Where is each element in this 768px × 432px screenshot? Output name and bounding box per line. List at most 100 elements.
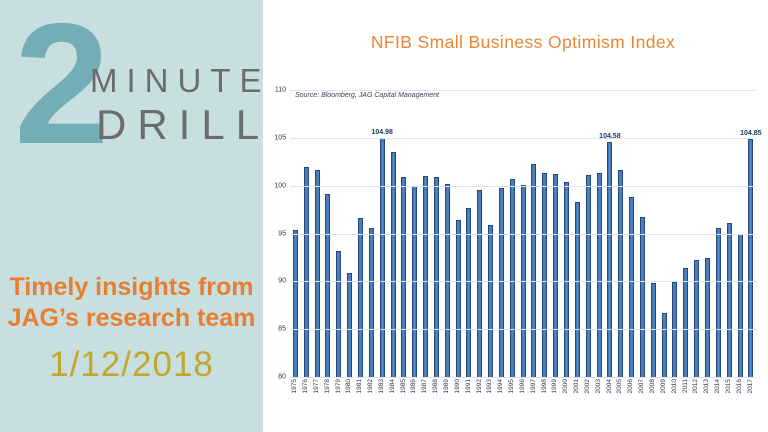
bar-slot-2000 bbox=[561, 90, 572, 377]
bar-2002 bbox=[585, 175, 591, 377]
x-tick-label-1995: 1995 bbox=[508, 379, 516, 394]
bar-1983 bbox=[379, 138, 385, 377]
bar-2003 bbox=[596, 173, 602, 377]
bar-slot-2013 bbox=[702, 90, 713, 377]
x-label-cell-2013: 2013 bbox=[702, 379, 713, 407]
x-label-cell-1988: 1988 bbox=[431, 379, 442, 407]
x-label-cell-2003: 2003 bbox=[594, 379, 605, 407]
x-label-cell-2000: 2000 bbox=[561, 379, 572, 407]
tagline-line-2: JAG’s research team bbox=[7, 304, 256, 332]
bar-1996 bbox=[520, 184, 526, 377]
bar-slot-2003 bbox=[594, 90, 605, 377]
x-tick-label-1976: 1976 bbox=[302, 379, 310, 394]
gridline-110 bbox=[290, 90, 756, 91]
x-label-cell-1995: 1995 bbox=[507, 379, 518, 407]
x-tick-label-1982: 1982 bbox=[367, 379, 375, 394]
x-label-cell-1980: 1980 bbox=[344, 379, 355, 407]
bar-slot-1997 bbox=[529, 90, 540, 377]
bar-slot-1976 bbox=[301, 90, 312, 377]
x-tick-label-1981: 1981 bbox=[356, 379, 364, 394]
x-tick-label-2015: 2015 bbox=[724, 379, 732, 394]
x-tick-label-2012: 2012 bbox=[692, 379, 700, 394]
bar-slot-1998 bbox=[539, 90, 550, 377]
x-tick-label-2013: 2013 bbox=[703, 379, 711, 394]
x-tick-label-2010: 2010 bbox=[670, 379, 678, 394]
bar-1980 bbox=[347, 272, 353, 377]
gridline-100 bbox=[290, 185, 756, 187]
bar-1987 bbox=[423, 176, 429, 377]
x-label-cell-2001: 2001 bbox=[572, 379, 583, 407]
bar-slot-1996 bbox=[518, 90, 529, 377]
gridline-80 bbox=[290, 377, 756, 378]
bar-slot-2011 bbox=[680, 90, 691, 377]
x-tick-label-1975: 1975 bbox=[291, 379, 299, 394]
bar-2011 bbox=[683, 267, 689, 377]
x-tick-label-1983: 1983 bbox=[377, 379, 385, 394]
bar-1997 bbox=[531, 163, 537, 377]
x-tick-label-1986: 1986 bbox=[410, 379, 418, 394]
x-tick-label-2017: 2017 bbox=[746, 379, 754, 394]
bar-slot-2014 bbox=[713, 90, 724, 377]
y-tick-label-100: 100 bbox=[274, 182, 286, 190]
bar-1995 bbox=[509, 178, 515, 377]
bar-2015 bbox=[726, 222, 732, 377]
x-tick-label-1991: 1991 bbox=[464, 379, 472, 394]
bar-1977 bbox=[314, 170, 320, 377]
x-label-cell-2017: 2017 bbox=[745, 379, 756, 407]
bar-2006 bbox=[629, 197, 635, 377]
x-label-cell-2014: 2014 bbox=[713, 379, 724, 407]
x-tick-label-1999: 1999 bbox=[551, 379, 559, 394]
x-tick-label-1987: 1987 bbox=[421, 379, 429, 394]
y-tick-label-85: 85 bbox=[278, 325, 286, 333]
x-tick-label-2006: 2006 bbox=[627, 379, 635, 394]
bar-2005 bbox=[618, 170, 624, 377]
x-tick-label-2004: 2004 bbox=[605, 379, 613, 394]
bar-slot-1995 bbox=[507, 90, 518, 377]
bar-slot-1990 bbox=[453, 90, 464, 377]
x-tick-label-2016: 2016 bbox=[735, 379, 743, 394]
bar-slot-2004: 104.58 bbox=[599, 90, 621, 377]
x-tick-label-1992: 1992 bbox=[475, 379, 483, 394]
bar-slot-1992 bbox=[474, 90, 485, 377]
x-label-cell-1991: 1991 bbox=[464, 379, 475, 407]
x-tick-label-2007: 2007 bbox=[638, 379, 646, 394]
gridline-90 bbox=[290, 281, 756, 283]
x-tick-label-1989: 1989 bbox=[442, 379, 450, 394]
x-tick-label-2005: 2005 bbox=[616, 379, 624, 394]
x-tick-label-1997: 1997 bbox=[529, 379, 537, 394]
bar-slot-2001 bbox=[572, 90, 583, 377]
x-tick-label-2000: 2000 bbox=[562, 379, 570, 394]
x-tick-label-1979: 1979 bbox=[334, 379, 342, 394]
x-tick-label-2002: 2002 bbox=[583, 379, 591, 394]
bar-1975 bbox=[292, 229, 298, 377]
bar-slot-1993 bbox=[485, 90, 496, 377]
gridline-105 bbox=[290, 137, 756, 139]
x-label-cell-1999: 1999 bbox=[550, 379, 561, 407]
bar-slot-1981 bbox=[355, 90, 366, 377]
bar-2016 bbox=[737, 233, 743, 377]
bar-2013 bbox=[704, 258, 710, 377]
bar-1988 bbox=[433, 177, 439, 377]
bar-slot-1975 bbox=[290, 90, 301, 377]
bar-1989 bbox=[444, 183, 450, 377]
bar-slot-2017: 104.85 bbox=[740, 90, 762, 377]
bar-value-label-2004: 104.58 bbox=[599, 132, 621, 140]
bar-1990 bbox=[455, 220, 461, 377]
x-label-cell-2011: 2011 bbox=[680, 379, 691, 407]
gridline-95 bbox=[290, 233, 756, 235]
x-tick-label-1978: 1978 bbox=[323, 379, 331, 394]
bar-value-label-1983: 104.98 bbox=[371, 129, 393, 137]
x-tick-label-1993: 1993 bbox=[486, 379, 494, 394]
x-label-cell-2008: 2008 bbox=[648, 379, 659, 407]
bar-1991 bbox=[466, 207, 472, 377]
bar-slot-1985 bbox=[398, 90, 409, 377]
bar-2017 bbox=[748, 139, 754, 377]
bar-slot-2015 bbox=[724, 90, 735, 377]
y-tick-label-80: 80 bbox=[278, 373, 286, 381]
x-label-cell-1983: 1983 bbox=[377, 379, 388, 407]
bar-slot-1999 bbox=[550, 90, 561, 377]
x-tick-label-1998: 1998 bbox=[540, 379, 548, 394]
x-tick-label-2009: 2009 bbox=[659, 379, 667, 394]
x-label-cell-1985: 1985 bbox=[398, 379, 409, 407]
